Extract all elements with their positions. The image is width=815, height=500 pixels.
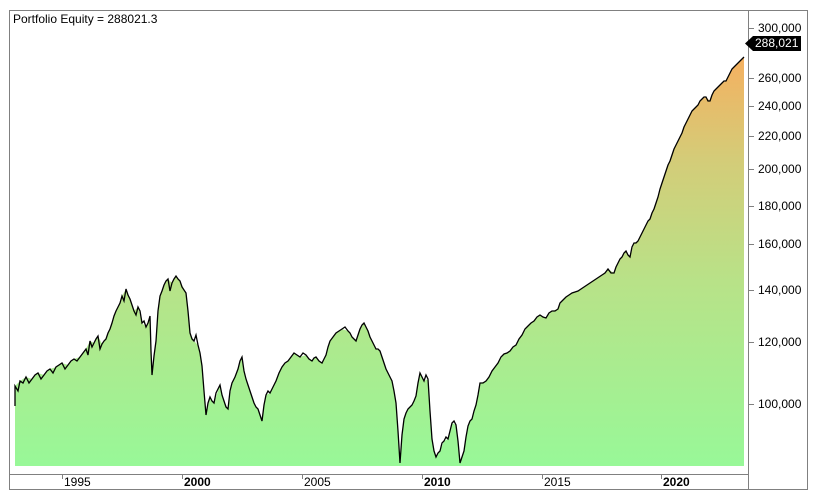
- y-tick: [749, 404, 754, 405]
- x-tick: [542, 475, 543, 479]
- y-tick: [749, 136, 754, 137]
- x-tick: [182, 475, 183, 479]
- y-tick: [749, 244, 754, 245]
- chart-title: Portfolio Equity = 288021.3: [13, 12, 158, 26]
- x-tick: [422, 475, 423, 479]
- equity-fill: [15, 57, 744, 466]
- y-tick: [749, 290, 754, 291]
- equity-area-chart: [14, 56, 745, 466]
- equity-line: [14, 56, 745, 464]
- x-tick-label: 2010: [424, 475, 451, 489]
- x-tick-label: 1995: [64, 475, 91, 489]
- y-tick: [749, 106, 754, 107]
- x-tick: [661, 475, 662, 479]
- chart-frame: Portfolio Equity = 288021.3 300,000 280,…: [9, 10, 808, 490]
- y-tick-label: 160,000: [758, 237, 802, 251]
- y-tick-label: 200,000: [758, 162, 802, 176]
- y-tick: [749, 206, 754, 207]
- x-tick-label: 2015: [544, 475, 571, 489]
- y-axis: 300,000 280,000 260,000 240,000 220,000 …: [745, 11, 807, 489]
- y-tick: [749, 169, 754, 170]
- y-tick-label: 300,000: [758, 21, 802, 35]
- y-tick-label: 180,000: [758, 199, 802, 213]
- plot-area: Portfolio Equity = 288021.3: [10, 11, 749, 475]
- x-tick: [302, 475, 303, 479]
- x-tick-label: 2020: [663, 475, 690, 489]
- y-tick-label: 260,000: [758, 71, 802, 85]
- last-value-badge: 288,021: [745, 36, 802, 51]
- y-tick: [749, 28, 754, 29]
- x-tick-label: 2005: [304, 475, 331, 489]
- y-tick: [749, 78, 754, 79]
- y-tick-label: 100,000: [758, 397, 802, 411]
- y-tick-label: 220,000: [758, 129, 802, 143]
- y-tick-label: 140,000: [758, 283, 802, 297]
- x-axis: 1995 2000 2005 2010 2015 2020: [10, 475, 749, 489]
- y-tick-label: 240,000: [758, 99, 802, 113]
- x-tick-label: 2000: [184, 475, 211, 489]
- y-tick-label: 120,000: [758, 335, 802, 349]
- x-tick: [62, 475, 63, 479]
- y-tick: [749, 342, 754, 343]
